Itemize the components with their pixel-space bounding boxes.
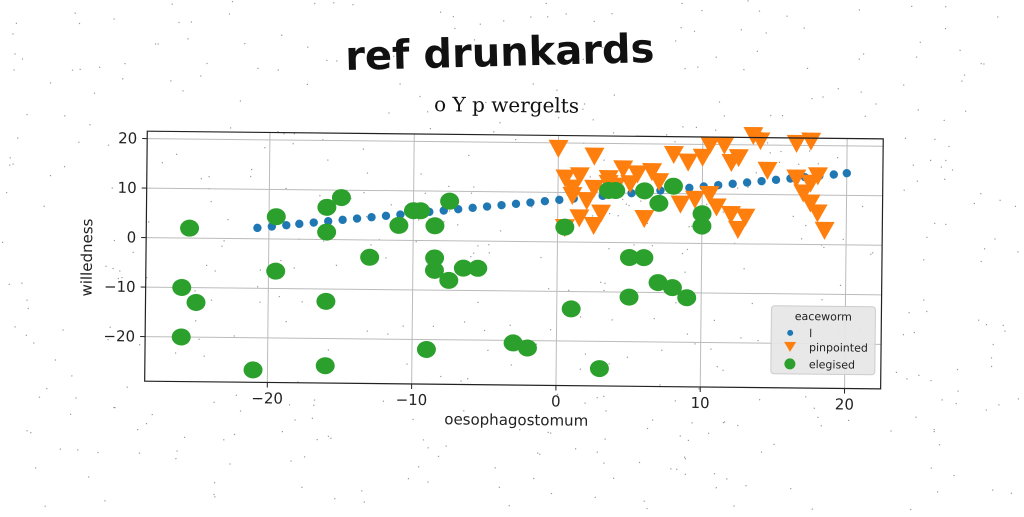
legend-title: eaceworm	[795, 310, 852, 324]
y-tick-label: 20	[118, 129, 137, 147]
point-elegised	[619, 289, 638, 306]
point-elegised	[267, 208, 286, 225]
point-l	[526, 198, 534, 206]
point-l	[512, 200, 520, 208]
x-axis-label: oesophagostomum	[444, 410, 588, 430]
point-elegised	[677, 289, 696, 306]
point-elegised	[649, 195, 668, 212]
point-elegised	[316, 357, 335, 374]
point-pinpointed	[634, 210, 654, 228]
point-l	[309, 218, 317, 226]
point-l	[743, 178, 751, 186]
point-l	[497, 201, 505, 209]
point-elegised	[243, 361, 262, 378]
y-gridline	[147, 139, 883, 147]
chart-subtitle: o Y p wergelts	[434, 92, 579, 118]
point-l	[295, 220, 303, 228]
legend-label-elegised: elegised	[809, 358, 855, 371]
point-l	[830, 170, 838, 178]
x-tick-label: −20	[251, 389, 283, 407]
point-elegised	[417, 341, 436, 358]
point-elegised	[172, 279, 191, 296]
x-gridline	[412, 134, 415, 384]
point-l	[483, 202, 491, 210]
point-elegised	[180, 220, 199, 237]
point-elegised	[439, 272, 458, 289]
point-l	[367, 213, 375, 221]
x-gridline	[267, 132, 270, 382]
x-tick-label: −10	[396, 391, 428, 409]
x-tick-label: 0	[551, 392, 561, 410]
x-tick-label: 10	[690, 394, 709, 412]
y-gridline	[147, 188, 883, 196]
point-elegised	[634, 249, 653, 266]
y-axis-label: willedness	[78, 218, 97, 296]
point-l	[555, 196, 563, 204]
point-elegised	[664, 178, 683, 195]
point-pinpointed	[678, 153, 698, 171]
point-pinpointed	[548, 140, 568, 158]
point-l	[338, 216, 346, 224]
point-l	[728, 180, 736, 188]
point-elegised	[360, 249, 379, 266]
point-l	[772, 176, 780, 184]
point-pinpointed	[728, 221, 748, 239]
point-elegised	[692, 217, 711, 234]
y-gridline	[146, 287, 882, 295]
point-elegised	[562, 300, 581, 317]
y-tick-label: −10	[104, 278, 136, 296]
point-pinpointed	[814, 222, 834, 240]
x-tick-label: 20	[835, 395, 854, 413]
point-l	[541, 197, 549, 205]
point-l	[843, 169, 851, 177]
point-elegised	[266, 263, 285, 280]
point-l	[757, 177, 765, 185]
point-elegised	[316, 293, 335, 310]
data-marks	[171, 121, 851, 385]
point-pinpointed	[584, 148, 604, 166]
y-tick-label: 10	[118, 179, 137, 197]
legend-label-l: l	[809, 327, 812, 340]
legend: eaceworm l pinpointed elegised	[771, 306, 876, 375]
point-elegised	[172, 328, 191, 345]
point-elegised	[317, 223, 336, 240]
point-pinpointed	[584, 217, 604, 235]
point-elegised	[590, 360, 609, 377]
point-elegised	[468, 260, 487, 277]
point-elegised	[425, 217, 444, 234]
point-elegised	[635, 182, 654, 199]
series-elegised	[171, 172, 712, 383]
point-elegised	[186, 294, 205, 311]
point-l	[468, 204, 476, 212]
x-gridline	[700, 137, 703, 387]
y-tick-label: −20	[103, 327, 135, 345]
point-pinpointed	[801, 132, 821, 150]
y-gridline	[146, 238, 882, 246]
legend-label-pinpointed: pinpointed	[809, 341, 868, 355]
point-pinpointed	[807, 204, 827, 222]
series-pinpointed	[547, 125, 835, 240]
point-pinpointed	[670, 195, 690, 213]
y-tick-label: 0	[127, 228, 137, 246]
point-l	[253, 224, 261, 232]
point-l	[382, 212, 390, 220]
point-l	[353, 214, 361, 222]
point-elegised	[518, 339, 537, 356]
point-elegised	[389, 217, 408, 234]
